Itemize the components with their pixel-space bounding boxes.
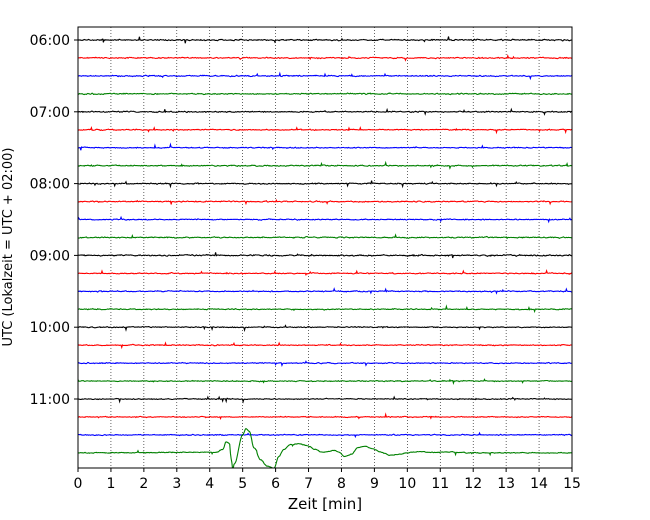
plot-frame bbox=[77, 26, 573, 469]
trace-0830 bbox=[78, 215, 572, 224]
x-tick-label-7: 7 bbox=[304, 476, 313, 492]
trace-0945 bbox=[78, 304, 572, 314]
x-tick-label-5: 5 bbox=[238, 476, 247, 492]
x-tick-label-2: 2 bbox=[139, 476, 148, 492]
y-axis-ticks: 06:00 07:00 08:00 09:00 10:00 11:00 bbox=[30, 33, 78, 408]
x-axis-ticks: 0 1 2 3 4 5 6 7 8 9 10 11 12 13 14 15 bbox=[74, 468, 581, 492]
trace-0745 bbox=[78, 160, 572, 170]
x-tick-label-11: 11 bbox=[431, 476, 449, 492]
x-tick-label-14: 14 bbox=[530, 476, 548, 492]
trace-0730 bbox=[78, 142, 572, 151]
trace-1100 bbox=[78, 395, 572, 404]
x-tick-label-4: 4 bbox=[205, 476, 214, 492]
y-tick-label-1: 07:00 bbox=[30, 105, 70, 121]
x-tick-label-13: 13 bbox=[497, 476, 515, 492]
trace-0645 bbox=[78, 92, 572, 96]
trace-0700 bbox=[78, 107, 572, 116]
trace-1115 bbox=[78, 412, 572, 421]
x-tick-label-12: 12 bbox=[464, 476, 482, 492]
trace-0915 bbox=[78, 268, 572, 276]
x-tick-label-9: 9 bbox=[370, 476, 379, 492]
trace-0615 bbox=[78, 54, 572, 62]
x-tick-label-8: 8 bbox=[337, 476, 346, 492]
y-axis-label: UTC (Lokalzeit = UTC + 02:00) bbox=[1, 148, 16, 347]
trace-1015 bbox=[78, 341, 572, 350]
trace-0800 bbox=[78, 180, 572, 189]
x-tick-label-10: 10 bbox=[398, 476, 416, 492]
y-tick-label-0: 06:00 bbox=[30, 33, 70, 49]
trace-1030 bbox=[78, 360, 572, 368]
trace-1130 bbox=[78, 431, 572, 439]
y-tick-label-5: 11:00 bbox=[30, 392, 70, 408]
trace-0900 bbox=[78, 252, 572, 259]
y-tick-label-2: 08:00 bbox=[30, 177, 70, 193]
trace-0930 bbox=[78, 287, 572, 295]
trace-lines bbox=[78, 36, 572, 468]
x-tick-label-0: 0 bbox=[74, 476, 83, 492]
x-axis-label: Zeit [min] bbox=[288, 495, 362, 513]
x-tick-label-3: 3 bbox=[172, 476, 181, 492]
trace-0715 bbox=[78, 126, 572, 135]
y-tick-label-4: 10:00 bbox=[30, 320, 70, 336]
x-tick-label-6: 6 bbox=[271, 476, 280, 492]
trace-0815 bbox=[78, 198, 572, 206]
trace-1145 bbox=[78, 427, 572, 468]
trace-0630 bbox=[78, 71, 572, 81]
trace-1000 bbox=[78, 324, 572, 333]
x-tick-label-15: 15 bbox=[563, 476, 581, 492]
trace-0845 bbox=[78, 233, 572, 240]
trace-1045 bbox=[78, 378, 572, 385]
y-tick-label-3: 09:00 bbox=[30, 248, 70, 264]
trace-0600 bbox=[78, 36, 572, 44]
x-tick-label-1: 1 bbox=[106, 476, 115, 492]
